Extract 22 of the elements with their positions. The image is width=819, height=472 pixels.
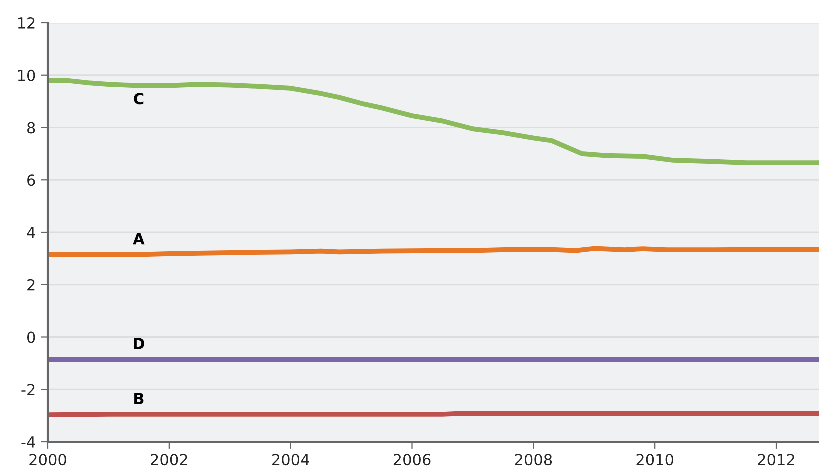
series-label: C: [134, 93, 144, 105]
x-tick-label: 2012: [758, 454, 794, 466]
x-tick-label: 2000: [30, 454, 66, 466]
x-tick-label: 2006: [394, 454, 431, 466]
y-tick-label: -2: [22, 384, 35, 396]
y-tick-label: 12: [18, 17, 35, 29]
series-label: B: [134, 393, 144, 404]
x-tick-label: 2004: [272, 454, 310, 466]
series-label: D: [134, 338, 145, 350]
y-tick-label: 0: [27, 332, 36, 344]
line-series: [48, 246, 819, 258]
series-label: A: [133, 233, 145, 245]
x-tick-label: 2002: [151, 454, 188, 466]
y-tick-label: 10: [18, 70, 36, 82]
y-tick-label: 6: [28, 174, 36, 186]
y-tick-label: -4: [22, 436, 36, 448]
x-tick-label: 2008: [515, 454, 552, 466]
x-tick-label: 2010: [636, 454, 674, 466]
y-tick-label: 4: [27, 227, 36, 238]
y-tick-label: 8: [28, 122, 36, 134]
line-series: [48, 78, 819, 166]
y-tick-label: 2: [28, 279, 35, 291]
